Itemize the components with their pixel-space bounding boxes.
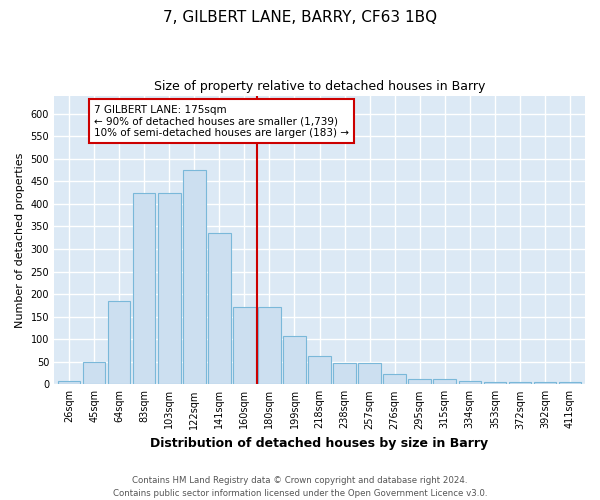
Bar [383, 374, 406, 384]
Bar [83, 362, 106, 384]
Bar [433, 379, 456, 384]
Bar [58, 380, 80, 384]
Bar [409, 379, 431, 384]
Bar [208, 233, 230, 384]
Bar [158, 192, 181, 384]
Text: 7, GILBERT LANE, BARRY, CF63 1BQ: 7, GILBERT LANE, BARRY, CF63 1BQ [163, 10, 437, 25]
Y-axis label: Number of detached properties: Number of detached properties [15, 152, 25, 328]
Bar [258, 306, 281, 384]
Bar [308, 356, 331, 384]
X-axis label: Distribution of detached houses by size in Barry: Distribution of detached houses by size … [151, 437, 488, 450]
Bar [133, 192, 155, 384]
Bar [458, 380, 481, 384]
Title: Size of property relative to detached houses in Barry: Size of property relative to detached ho… [154, 80, 485, 93]
Bar [233, 306, 256, 384]
Bar [183, 170, 206, 384]
Bar [358, 363, 381, 384]
Bar [533, 382, 556, 384]
Text: 7 GILBERT LANE: 175sqm
← 90% of detached houses are smaller (1,739)
10% of semi-: 7 GILBERT LANE: 175sqm ← 90% of detached… [94, 104, 349, 138]
Bar [108, 301, 130, 384]
Bar [333, 363, 356, 384]
Bar [283, 336, 306, 384]
Bar [559, 382, 581, 384]
Bar [484, 382, 506, 384]
Text: Contains HM Land Registry data © Crown copyright and database right 2024.
Contai: Contains HM Land Registry data © Crown c… [113, 476, 487, 498]
Bar [509, 382, 531, 384]
